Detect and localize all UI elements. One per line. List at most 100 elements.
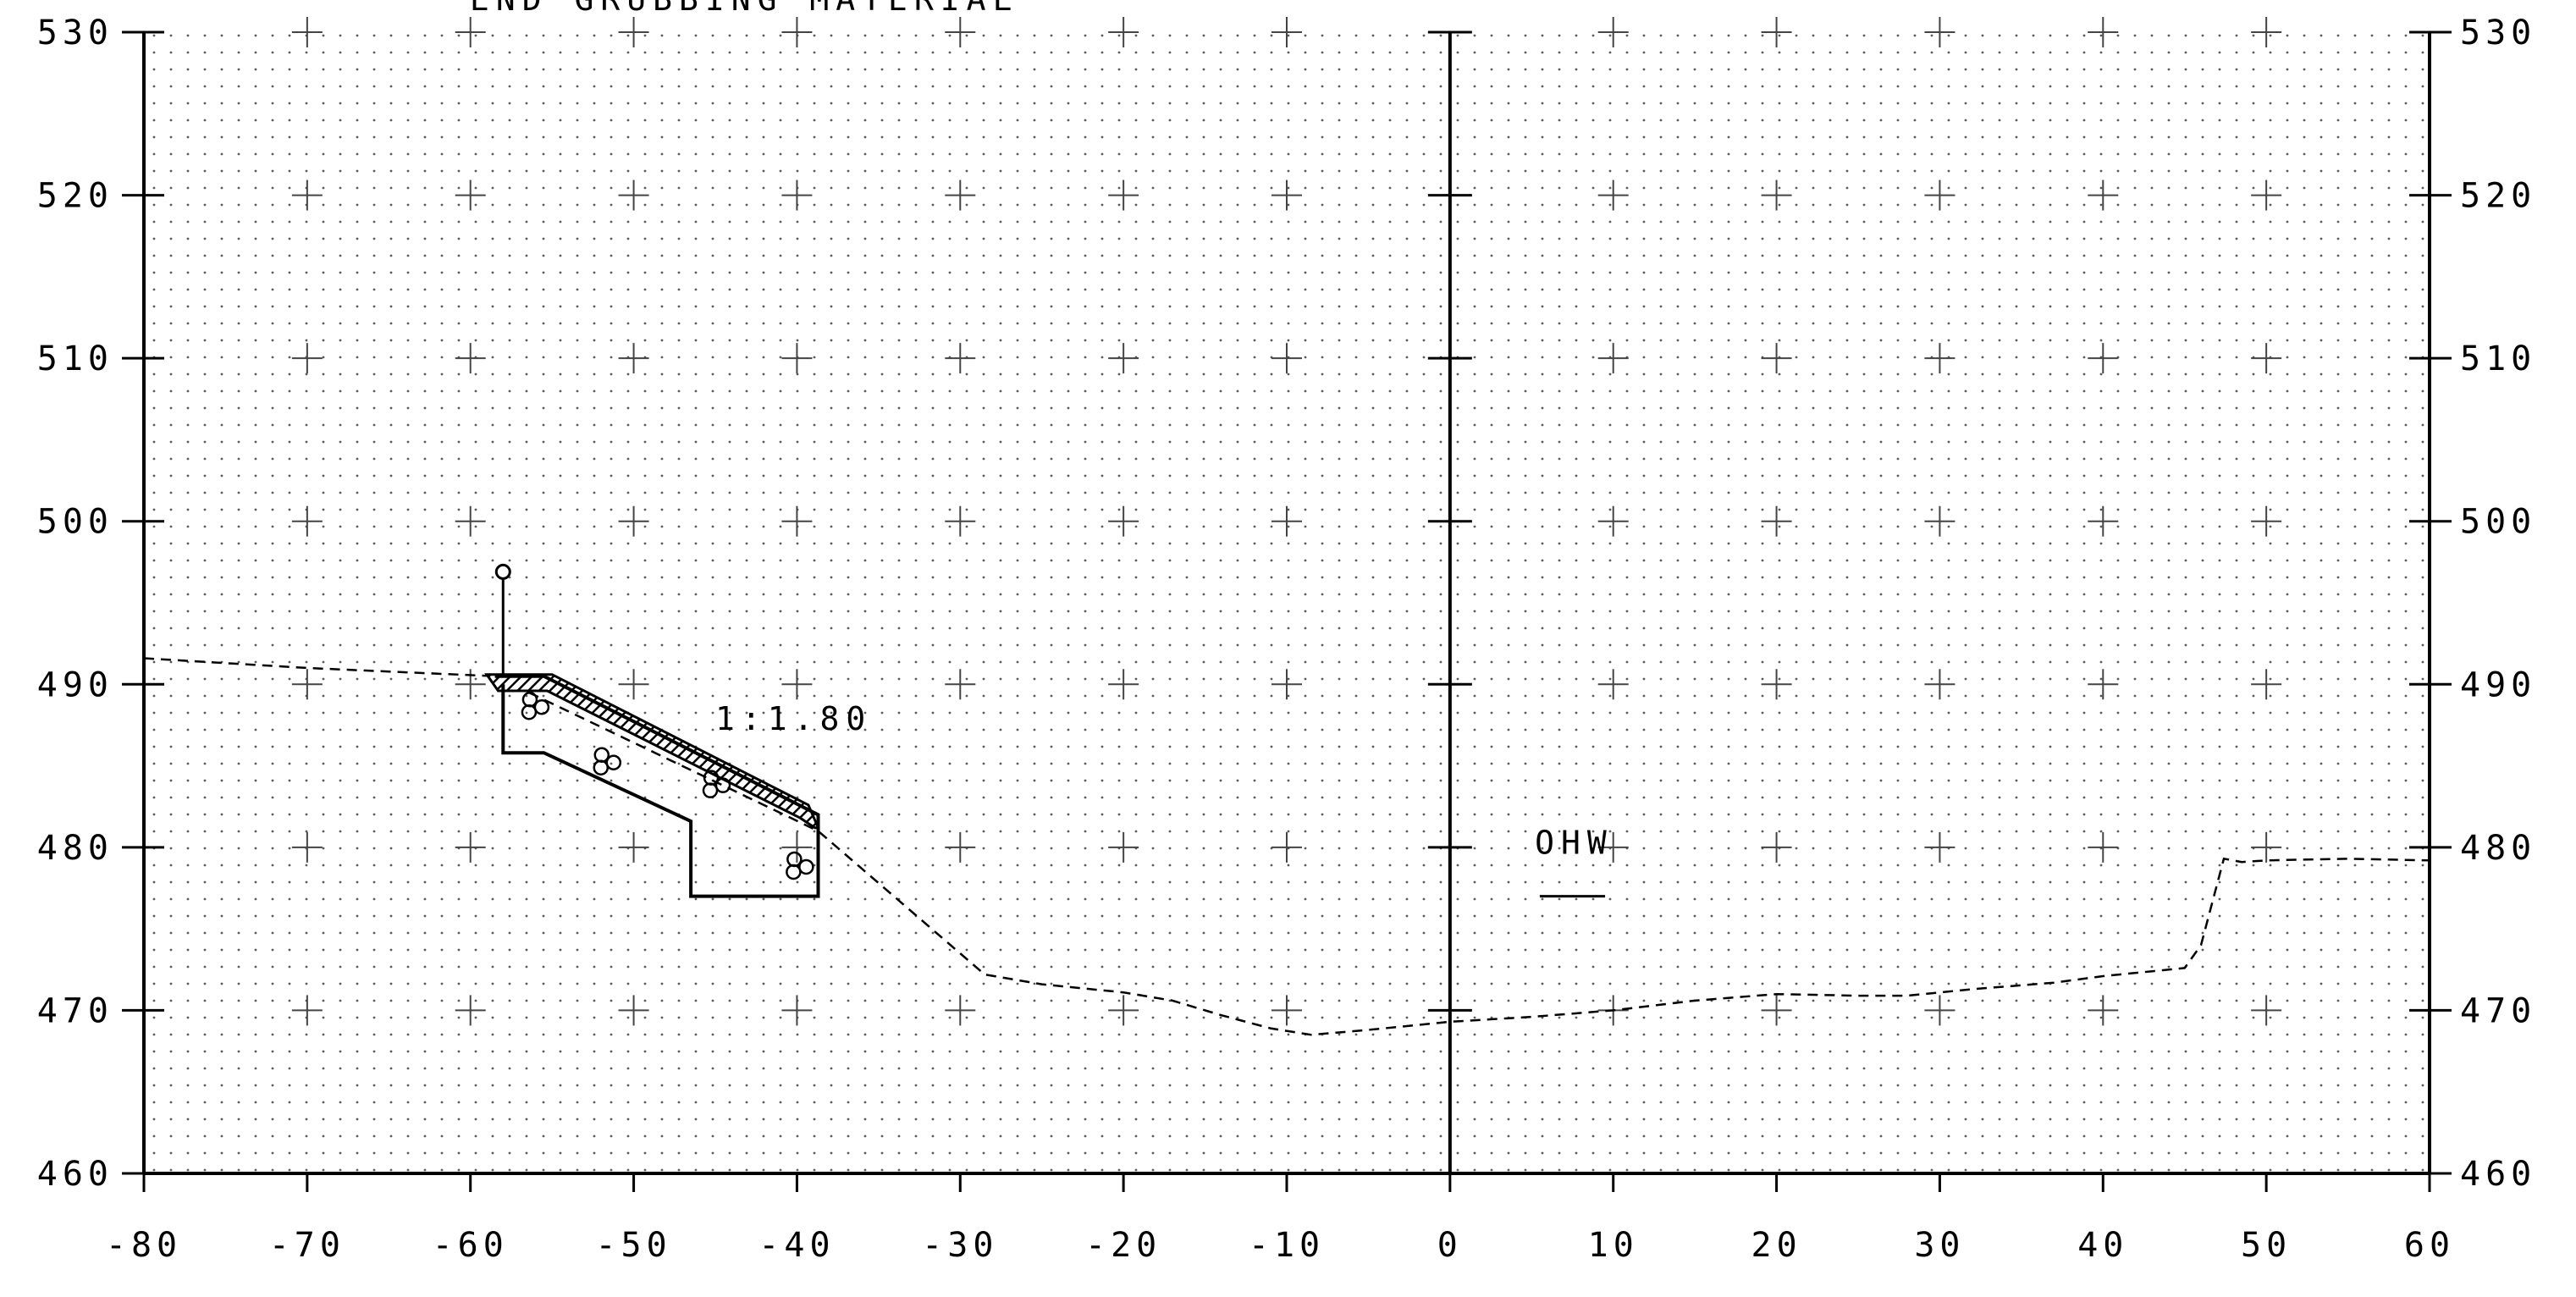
grid-cross	[2251, 995, 2282, 1026]
x-tick-label: -60	[433, 1226, 509, 1265]
grid-cross	[2251, 343, 2282, 374]
grid-cross	[618, 505, 649, 537]
right-y-axis-ticks	[2409, 30, 2452, 1175]
grid-cross	[1761, 995, 1792, 1026]
grid-cross	[455, 505, 486, 537]
left-y-axis-ticks	[122, 30, 1472, 1175]
grid-cross	[1761, 505, 1792, 537]
grid-cross	[945, 343, 976, 374]
y-tick-label-right: 520	[2460, 177, 2536, 216]
grid-cross	[945, 179, 976, 211]
drawing-title: END GRUBBING MATERIAL	[470, 0, 1018, 18]
x-tick-label: 30	[1914, 1226, 1965, 1265]
grid-cross	[1924, 995, 1955, 1026]
x-tick-label: -20	[1085, 1226, 1161, 1265]
grid-cross	[2088, 831, 2119, 863]
grid-cross	[291, 343, 323, 374]
y-tick-label-left: 480	[37, 829, 113, 868]
riprap-stone	[605, 754, 622, 770]
x-tick-label: -70	[269, 1226, 345, 1265]
grid-cross	[2251, 831, 2282, 863]
existing-ground-profile	[143, 657, 2430, 1036]
riprap-cluster	[786, 851, 814, 880]
x-tick-label: -40	[758, 1226, 835, 1265]
grid-cross	[1597, 669, 1629, 700]
grid-cross	[1924, 831, 1955, 863]
grid-cross	[781, 669, 813, 700]
ohw-label: OHW	[1535, 825, 1613, 862]
grid-cross	[455, 995, 486, 1026]
y-tick-label-left: 490	[37, 665, 113, 704]
grid-cross	[618, 669, 649, 700]
grid-cross	[1108, 669, 1139, 700]
grid-cross	[291, 831, 323, 863]
riprap-stone	[798, 858, 814, 875]
grid-cross	[2088, 995, 2119, 1026]
slope-label: 1:1.80	[715, 700, 872, 737]
grid-cross	[1271, 995, 1302, 1026]
y-tick-label-left: 470	[37, 991, 113, 1030]
riprap-stone	[714, 777, 731, 793]
grid-cross	[455, 179, 486, 211]
grid-cross	[1924, 17, 1955, 47]
grid-cross	[945, 17, 976, 47]
grid-cross	[1597, 179, 1629, 211]
y-tick-label-right: 530	[2460, 14, 2536, 52]
grid-cross	[291, 505, 323, 537]
grid-cross	[1761, 17, 1792, 47]
x-axis-labels: -80 -70 -60 -50 -40 -30 -20 -10 0 10 20 30 40 50 60	[106, 1226, 2450, 1265]
grid-cross	[1108, 17, 1139, 47]
grid-cross	[618, 831, 649, 863]
grid-cross	[1271, 179, 1302, 211]
grid-cross	[1924, 179, 1955, 211]
riprap-symbols	[521, 691, 814, 880]
grid-cross	[618, 17, 649, 47]
riprap-cluster	[521, 691, 550, 720]
left-y-axis-labels: 460 470 480 490 500 510 520 530	[37, 14, 113, 1194]
grid-cross	[1761, 179, 1792, 211]
grid-cross	[2088, 505, 2119, 537]
excavation-outline	[494, 674, 820, 898]
grid-cross	[1761, 343, 1792, 374]
y-tick-label-left: 500	[37, 503, 113, 542]
grid-cross	[1597, 831, 1629, 863]
y-tick-label-right: 490	[2460, 665, 2536, 704]
x-tick-label: -10	[1249, 1226, 1325, 1265]
pole-head	[494, 563, 511, 580]
grid-cross	[781, 831, 813, 863]
grid-cross	[1108, 179, 1139, 211]
grid-cross	[781, 343, 813, 374]
grid-crosshairs	[291, 17, 2282, 1026]
y-tick-label-left: 520	[37, 177, 113, 216]
grid-cross	[1597, 505, 1629, 537]
grid-cross	[1108, 343, 1139, 374]
grid-cross	[2251, 669, 2282, 700]
y-tick-label-right: 480	[2460, 829, 2536, 868]
hatched-liner-band	[484, 673, 820, 830]
grid-cross	[945, 995, 976, 1026]
grid-cross	[455, 17, 486, 47]
y-tick-label-right: 510	[2460, 339, 2536, 378]
grid-cross	[1108, 505, 1139, 537]
x-tick-label: -50	[595, 1226, 671, 1265]
grid-cross	[618, 343, 649, 374]
grid-cross	[781, 17, 813, 47]
grid-cross	[2088, 343, 2119, 374]
y-tick-label-left: 460	[37, 1155, 113, 1194]
grid-cross	[1271, 343, 1302, 374]
grid-cross	[945, 831, 976, 863]
grid-cross	[1761, 831, 1792, 863]
riprap-stone	[533, 698, 550, 715]
grid-cross	[2251, 505, 2282, 537]
x-tick-label: 20	[1751, 1226, 1801, 1265]
grid-cross	[1271, 669, 1302, 700]
y-tick-label-left: 510	[37, 339, 113, 378]
riprap-cluster	[593, 747, 622, 775]
grid-cross	[2088, 669, 2119, 700]
grid-cross	[1924, 505, 1955, 537]
right-y-axis-labels: 460 470 480 490 500 510 520 530	[2460, 14, 2536, 1194]
grid-cross	[1761, 669, 1792, 700]
grid-cross	[2251, 17, 2282, 47]
x-axis-ticks	[142, 1173, 2431, 1192]
